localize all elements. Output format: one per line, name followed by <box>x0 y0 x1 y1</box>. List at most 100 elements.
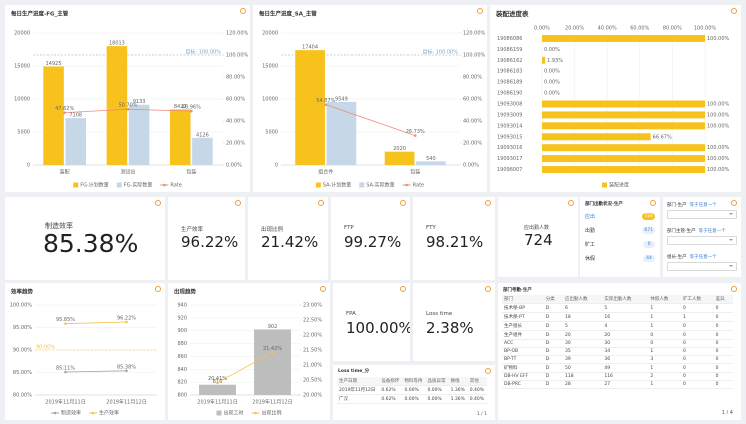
settings-icon[interactable] <box>400 286 406 292</box>
settings-icon[interactable] <box>731 8 737 14</box>
kpi-value: 2.38% <box>426 319 474 337</box>
table-row: DB-HV EFF D 118 116 2 0 0 <box>502 372 733 381</box>
y-tick-label: 900 <box>177 328 187 334</box>
data-label: 17404 <box>302 45 318 51</box>
y-tick-label: 20000 <box>262 31 278 37</box>
table-cell: 1 <box>648 312 681 322</box>
target-label: 目标: 100.00% <box>185 49 221 56</box>
settings-icon[interactable] <box>318 200 324 206</box>
settings-icon[interactable] <box>155 200 161 206</box>
attendance-badge: 44 <box>643 255 655 262</box>
table-cell: 6 <box>563 303 603 313</box>
y2-tick-label: 100.00% <box>463 53 485 59</box>
settings-icon[interactable] <box>485 200 491 206</box>
y-tick-label: 860 <box>177 354 187 360</box>
data-label: 100.00% <box>707 102 729 108</box>
legend-swatch <box>601 182 607 188</box>
settings-icon[interactable] <box>155 286 161 292</box>
y2-tick-label: 120.00% <box>226 31 248 37</box>
bar <box>542 155 705 163</box>
legend-label: 出现工时 <box>223 410 243 417</box>
header-cell: 物料等待 <box>402 377 426 386</box>
table-cell: 5 <box>563 321 603 331</box>
data-label: 20.41% <box>208 376 227 382</box>
settings-icon[interactable] <box>731 200 737 206</box>
filter-op[interactable]: 等于任意一个 <box>698 229 726 234</box>
filter-dropdown[interactable] <box>667 236 737 245</box>
table-cell: 1 <box>648 321 681 331</box>
chart: 效率趋势 80.00% 85.00% 90.00% 95.00% 100.00% 2019年… <box>10 288 157 417</box>
data-label: 50.70% <box>118 103 137 109</box>
settings-icon[interactable] <box>485 286 491 292</box>
table-cell: 0 <box>713 380 733 389</box>
legend-swatch <box>254 411 257 415</box>
table-cell: 2 <box>648 372 681 381</box>
kpi-card: 生产效率 96.22% <box>168 197 245 280</box>
data-label: 95.85% <box>56 317 75 323</box>
table-row: BP-OB D 35 34 1 0 0 <box>502 347 733 356</box>
bar <box>542 144 705 152</box>
table-cell: 0 <box>681 347 714 356</box>
settings-icon[interactable] <box>320 286 326 292</box>
table-cell: D <box>543 347 563 356</box>
legend: 出现工时 出现比例 <box>216 410 282 417</box>
kpi-card: 出现比例 21.42% <box>248 197 328 280</box>
table-cell: 生产组件 <box>502 330 544 340</box>
settings-icon[interactable] <box>235 200 241 206</box>
bar <box>295 50 325 165</box>
header-cell: 应出勤人数 <box>563 295 603 304</box>
settings-icon[interactable] <box>240 8 246 14</box>
data-label: 7108 <box>69 113 82 119</box>
chart: 每日生产进度-FG_主管 0 5000 10000 15000 20000 0.00% 20.… <box>11 10 248 189</box>
header-cell: 实际出勤人数 <box>602 295 649 304</box>
table-cell: 36 <box>602 355 649 364</box>
table-cell: 20 <box>602 330 649 340</box>
filter-dropdown[interactable] <box>667 210 737 219</box>
point <box>271 351 274 354</box>
legend-label: 制造效率 <box>61 410 81 417</box>
table-wrap: 部门 分类 应出勤人数 实际出勤人数 休假人数 旷工人数 差异 技术保-BP D 6 5 1 0 0 技术保… <box>502 295 733 389</box>
filter-dropdown[interactable] <box>667 262 737 271</box>
table: 生产日期 设备损坏 物料等待 品质异常 换线 其他 2019年11月12日 0.62% 0.00… <box>337 377 487 404</box>
table-cell: 30 <box>602 339 649 348</box>
attendance-badge: 0 <box>643 241 655 248</box>
y-tick-label: 100.00% <box>10 303 32 309</box>
table-cell: 0 <box>713 339 733 348</box>
settings-icon[interactable] <box>400 200 406 206</box>
chart: 装配进度表 0.00% 20.00% 40.00% 60.00% 80.00% 100.00… <box>495 9 729 189</box>
settings-icon[interactable] <box>477 8 483 14</box>
settings-icon[interactable] <box>485 368 491 374</box>
y-tick-label: 19086183 <box>497 69 522 75</box>
table-cell: 0.00% <box>402 394 426 404</box>
pagination[interactable]: 1 / 4 <box>721 410 733 416</box>
header-cell: 休假人数 <box>648 295 681 304</box>
legend-swatch <box>359 182 365 188</box>
y2-tick-label: 20.50% <box>303 378 322 384</box>
kpi-label: Loss time <box>426 311 453 317</box>
attendance-badge: 671 <box>642 227 655 234</box>
filter-op[interactable]: 等于任意一个 <box>689 203 717 208</box>
data-label: 100.00% <box>707 156 729 162</box>
table-cell: BP-OB <box>502 347 544 356</box>
data-label: 21.42% <box>263 346 282 352</box>
panel-title: 部门出勤状况-生产 <box>585 202 623 207</box>
y-tick-label: 19086086 <box>497 36 522 42</box>
x-tick-label: 80.00% <box>663 26 682 32</box>
kpi-value: 98.21% <box>426 233 484 251</box>
y-tick-label: 10000 <box>14 97 30 103</box>
filter-op[interactable]: 等于任意一个 <box>689 255 717 260</box>
x-tick-label: 100.00% <box>694 26 716 32</box>
y-tick-label: 80.00% <box>13 393 32 399</box>
pagination[interactable]: 1 / 1 <box>476 412 487 417</box>
line <box>65 321 127 325</box>
x-tick-label: 40.00% <box>598 26 617 32</box>
y2-tick-label: 23.00% <box>303 303 322 309</box>
legend-swatch <box>405 183 408 187</box>
settings-icon[interactable] <box>731 286 737 292</box>
settings-icon[interactable] <box>650 200 656 206</box>
y-tick-label: 5000 <box>17 130 30 136</box>
table-cell: 1 <box>648 380 681 389</box>
settings-icon[interactable] <box>568 200 574 206</box>
y2-tick-label: 20.00% <box>463 141 482 147</box>
table-cell: 1.36% <box>448 394 468 404</box>
